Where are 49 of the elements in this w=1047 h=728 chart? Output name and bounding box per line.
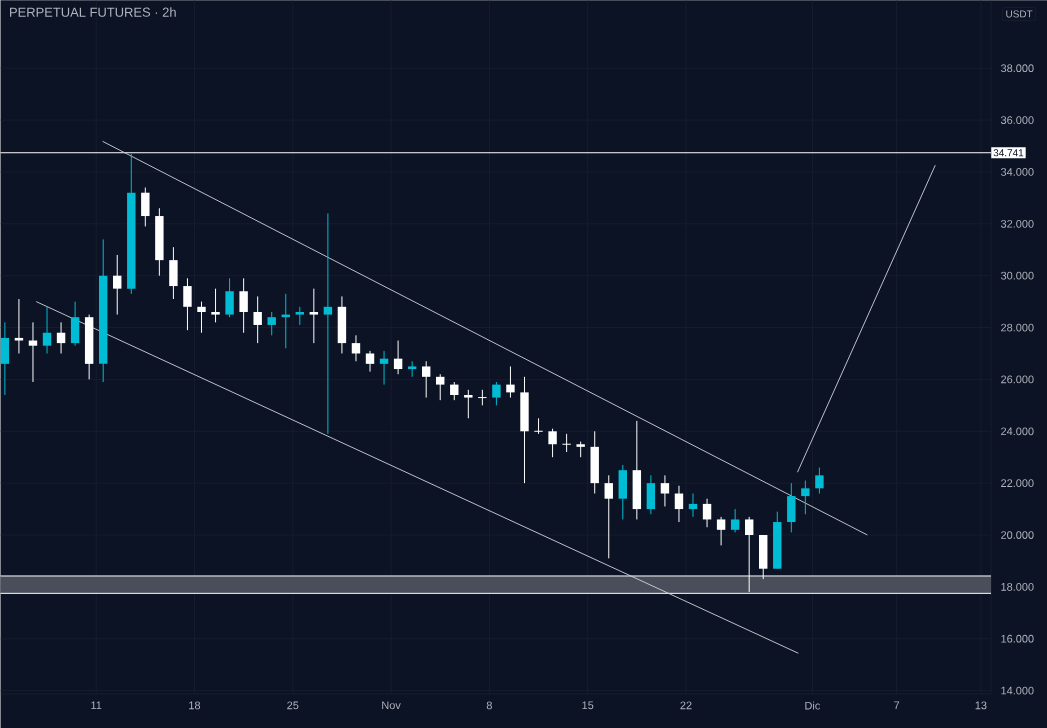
candlestick — [801, 480, 810, 515]
candlestick — [183, 277, 192, 331]
candlestick — [225, 277, 234, 318]
x-tick-label: 8 — [486, 701, 492, 710]
candlestick — [815, 467, 824, 495]
candlestick — [211, 288, 220, 323]
y-tick-label: 32.000 — [1000, 219, 1034, 228]
y-tick-label: 38.000 — [1000, 64, 1034, 73]
candlestick — [155, 207, 164, 277]
y-tick-label: 14.000 — [1001, 686, 1034, 695]
candlestick — [295, 306, 305, 326]
y-tick-label: 26.000 — [1001, 375, 1034, 384]
candlestick — [253, 295, 262, 344]
candlestick — [548, 428, 557, 458]
candlestick — [492, 381, 501, 406]
candlestick — [787, 482, 796, 533]
candlestick — [561, 433, 572, 453]
candlestick — [239, 277, 248, 334]
candlestick — [169, 246, 178, 300]
x-tick-label: 18 — [189, 701, 201, 710]
candlestick — [477, 389, 488, 406]
x-tick-label: 13 — [975, 701, 987, 710]
x-tick-label: 11 — [91, 701, 102, 710]
y-axis-title: USDT — [1006, 10, 1033, 18]
candlestick — [590, 430, 599, 495]
candlestick — [533, 417, 544, 435]
y-tick-label: 24.000 — [1001, 427, 1034, 436]
y-tick-label: 20.000 — [1001, 531, 1034, 539]
chart-title: PERPETUAL FUTURES · 2h — [10, 7, 176, 17]
candlestick — [576, 441, 585, 458]
y-tick-label: 22.000 — [1001, 479, 1034, 488]
x-tick-label: Nov — [382, 701, 401, 710]
x-tick-label: 15 — [582, 701, 594, 710]
candlestick — [197, 301, 206, 334]
y-tick-label: 28.000 — [1001, 323, 1034, 332]
y-tick-label: 16.000 — [1001, 634, 1034, 643]
x-tick-label: 7 — [894, 701, 900, 710]
y-tick-label: 30.000 — [1000, 271, 1034, 280]
candlestick — [309, 288, 319, 344]
candlestick — [464, 389, 473, 419]
candlestick — [520, 376, 529, 484]
x-tick-label: 25 — [287, 701, 299, 710]
y-tick-label: 36.000 — [1000, 116, 1034, 124]
y-tick-label: 18.000 — [1001, 583, 1034, 591]
x-tick-label: 22 — [680, 701, 692, 710]
ref-line-label: 34.741 — [993, 149, 1024, 157]
candlestick — [141, 187, 150, 227]
x-tick-label: Dic — [805, 701, 820, 710]
y-tick-label: 34.000 — [1000, 168, 1034, 176]
